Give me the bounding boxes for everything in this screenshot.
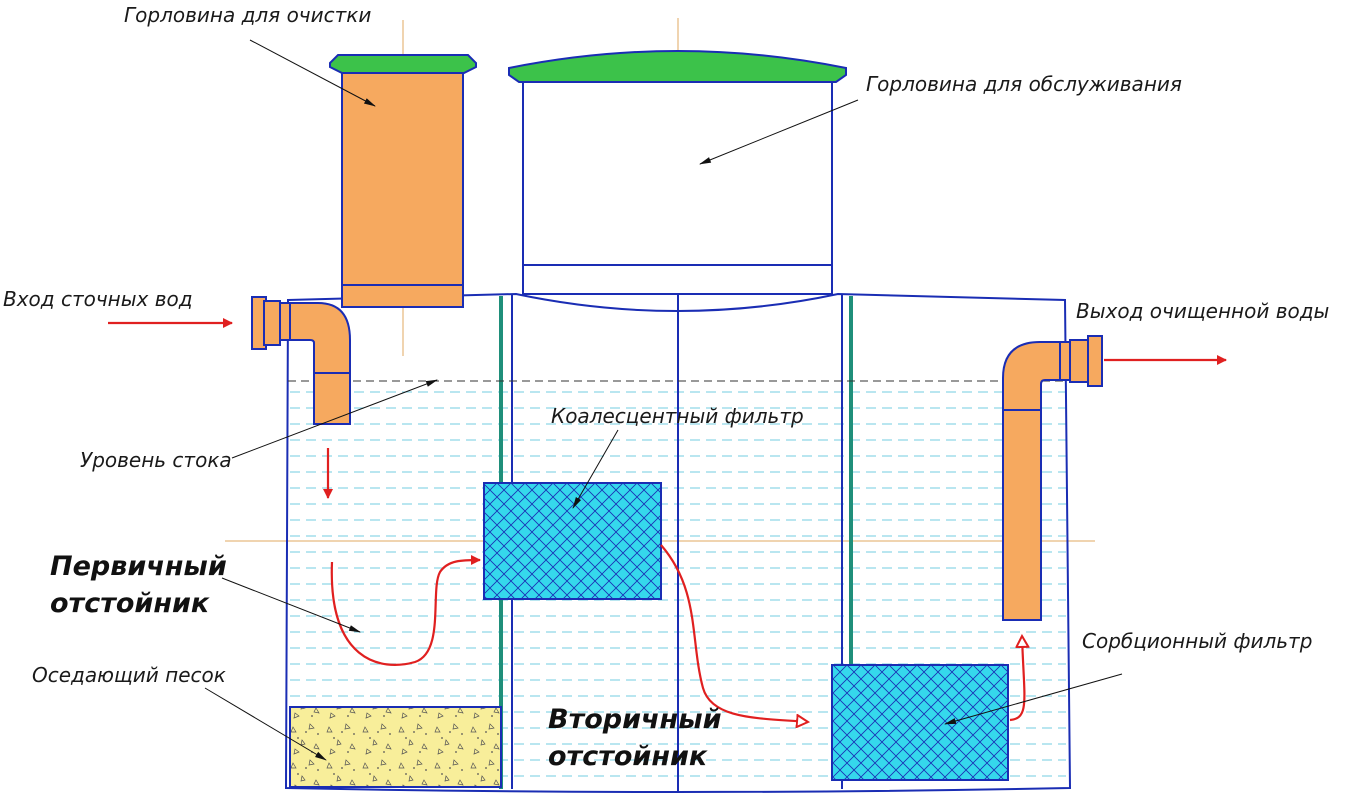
inlet-pipe [251,296,351,425]
label-primary-settler-1: Первичный [50,551,227,582]
label-secondary-settler-1: Вторичный [548,704,722,735]
label-secondary-settler-2: отстойник [548,741,708,772]
label-coalescent-filter: Коалесцентный фильтр [551,404,804,428]
service-neck-lid [508,50,847,83]
label-inlet: Вход сточных вод [3,287,193,311]
primary-flow-arrow [330,555,481,666]
sand-layer [289,706,502,788]
label-primary-settler-2: отстойник [50,588,210,619]
flow-arrows [108,318,1227,722]
cleaning-neck [329,54,477,308]
label-service-neck: Горловина для обслуживания [866,72,1182,96]
service-neck [508,50,847,295]
leader-lines [204,39,1123,761]
secondary-flow-arrow [660,544,808,722]
label-settling-sand: Оседающий песок [32,663,226,687]
label-flow-level: Уровень стока [80,448,232,472]
label-cleaning-neck: Горловина для очистки [124,3,371,27]
outlet-pipe [1002,335,1103,621]
sorption-flow-arrow [1009,636,1024,722]
cleaning-neck-lid [329,54,477,74]
sorption-filter [831,664,1009,781]
label-outlet: Выход очищенной воды [1076,299,1329,323]
label-sorption-filter: Сорбционный фильтр [1082,629,1312,653]
coalescent-filter [483,482,662,600]
